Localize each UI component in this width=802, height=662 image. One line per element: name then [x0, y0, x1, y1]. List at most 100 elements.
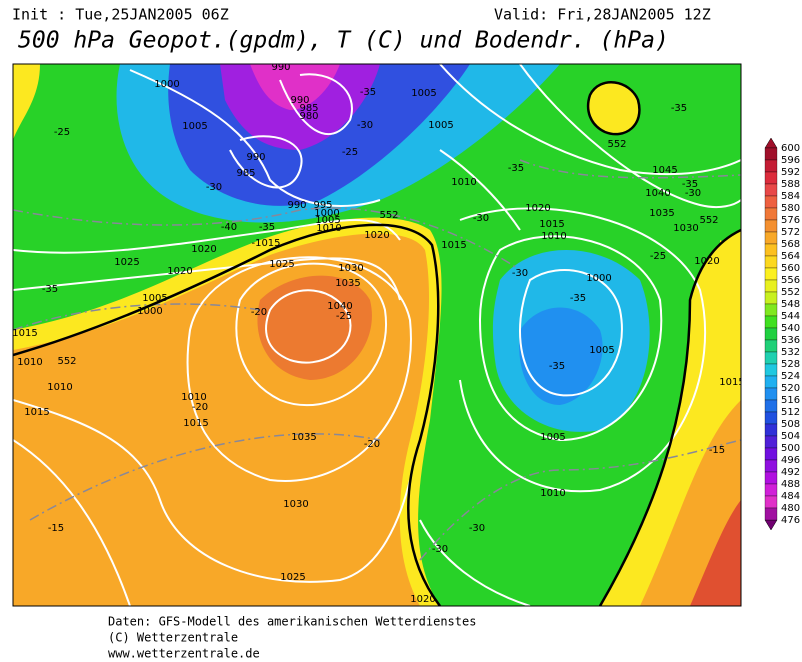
colorbar-swatch — [764, 447, 778, 461]
map-label: -1015 — [251, 238, 280, 249]
map-label: 1015 — [24, 407, 49, 418]
colorbar-swatch — [764, 195, 778, 209]
map-label: 1005 — [428, 120, 453, 131]
map-label: 1010 — [17, 357, 42, 368]
colorbar-swatch — [764, 159, 778, 173]
map-label: -20 — [364, 439, 380, 450]
map-label: -30 — [512, 268, 528, 279]
colorbar-swatch — [764, 339, 778, 353]
colorbar-swatch — [764, 243, 778, 257]
colorbar-swatch — [764, 171, 778, 185]
map-label: 1025 — [114, 257, 139, 268]
colorbar-label: 484 — [781, 491, 800, 502]
map-label: 995 — [313, 200, 332, 211]
map-label: 980 — [299, 111, 318, 122]
colorbar-label: 572 — [781, 227, 800, 238]
map-label: 1005 — [411, 88, 436, 99]
map-label: -30 — [432, 544, 448, 555]
map-label: 1000 — [137, 306, 162, 317]
colorbar-label: 492 — [781, 467, 800, 478]
map-label: -35 — [42, 284, 58, 295]
map-label: 990 — [271, 62, 290, 73]
colorbar-swatch — [764, 183, 778, 197]
map-label: -30 — [685, 188, 701, 199]
colorbar-swatch — [764, 291, 778, 305]
footer-line: www.wetterzentrale.de — [108, 647, 260, 659]
colorbar-swatch — [764, 507, 778, 521]
colorbar-label: 596 — [781, 155, 800, 166]
map-label: -20 — [192, 402, 208, 413]
map-label: 1035 — [649, 208, 674, 219]
map-label: 1025 — [280, 572, 305, 583]
map-label: 1020 — [410, 594, 435, 605]
colorbar-swatch — [764, 267, 778, 281]
colorbar-swatch — [764, 387, 778, 401]
map-label: 1005 — [142, 293, 167, 304]
colorbar-swatch — [764, 411, 778, 425]
colorbar-swatch — [764, 303, 778, 317]
map-label: 990 — [290, 95, 309, 106]
map-label: -25 — [336, 311, 352, 322]
colorbar-swatch — [764, 423, 778, 437]
map-label: -35 — [671, 103, 687, 114]
footer-line: (C) Wetterzentrale — [108, 631, 238, 645]
footer-line: Daten: GFS-Modell des amerikanischen Wet… — [108, 615, 476, 629]
colorbar-swatch — [764, 495, 778, 509]
colorbar-label: 480 — [781, 503, 800, 514]
colorbar-label: 520 — [781, 383, 800, 394]
map-label: -30 — [469, 523, 485, 534]
map-label: 1000 — [314, 208, 339, 219]
colorbar-label: 504 — [781, 431, 800, 442]
colorbar-label: 524 — [781, 371, 800, 382]
map-label: -35 — [549, 361, 565, 372]
map-label: 1015 — [719, 377, 744, 388]
map-label: -15 — [48, 523, 64, 534]
colorbar-label: 544 — [781, 311, 800, 322]
colorbar-swatch — [764, 483, 778, 497]
map-label: 1000 — [586, 273, 611, 284]
map-label: 1005 — [315, 215, 340, 226]
colorbar-label: 500 — [781, 443, 800, 454]
colorbar-label: 580 — [781, 203, 800, 214]
map-label: 1040 — [645, 188, 670, 199]
colorbar-swatch — [764, 327, 778, 341]
colorbar-label: 600 — [781, 143, 800, 154]
map-label: 985 — [236, 168, 255, 179]
map-label: 552 — [379, 210, 398, 221]
map-label: -35 — [360, 87, 376, 98]
map-label: 552 — [607, 139, 626, 150]
colorbar-swatch — [764, 315, 778, 329]
map-label: 1030 — [338, 263, 363, 274]
valid-time: Valid: Fri,28JAN2005 12Z — [494, 6, 711, 24]
map-label: -30 — [357, 120, 373, 131]
map-label: 1010 — [541, 231, 566, 242]
title: 500 hPa Geopot.(gpdm), T (C) und Bodendr… — [18, 28, 669, 54]
map-label: 1015 — [12, 328, 37, 339]
colorbar-swatch — [764, 147, 778, 161]
colorbar-swatch — [764, 279, 778, 293]
colorbar-label: 588 — [781, 179, 800, 190]
map-label: 1045 — [652, 165, 677, 176]
map-label: 1015 — [441, 240, 466, 251]
colorbar-label: 560 — [781, 263, 800, 274]
map-label: -20 — [251, 307, 267, 318]
map-label: -35 — [259, 222, 275, 233]
map-label: 990 — [246, 152, 265, 163]
map-label: 1005 — [182, 121, 207, 132]
colorbar-swatch — [764, 363, 778, 377]
colorbar-label: 564 — [781, 251, 800, 262]
colorbar-label: 508 — [781, 419, 800, 430]
colorbar-swatch — [764, 219, 778, 233]
map-label: 1010 — [47, 382, 72, 393]
colorbar-label: 592 — [781, 167, 800, 178]
colorbar-label: 476 — [781, 515, 800, 526]
map-label: 1000 — [154, 79, 179, 90]
map-label: 1035 — [335, 278, 360, 289]
map-label: 1020 — [694, 256, 719, 267]
map-label: -30 — [473, 213, 489, 224]
colorbar-label: 556 — [781, 275, 800, 286]
init-time: Init : Tue,25JAN2005 06Z — [12, 6, 229, 24]
map-label: 552 — [57, 356, 76, 367]
